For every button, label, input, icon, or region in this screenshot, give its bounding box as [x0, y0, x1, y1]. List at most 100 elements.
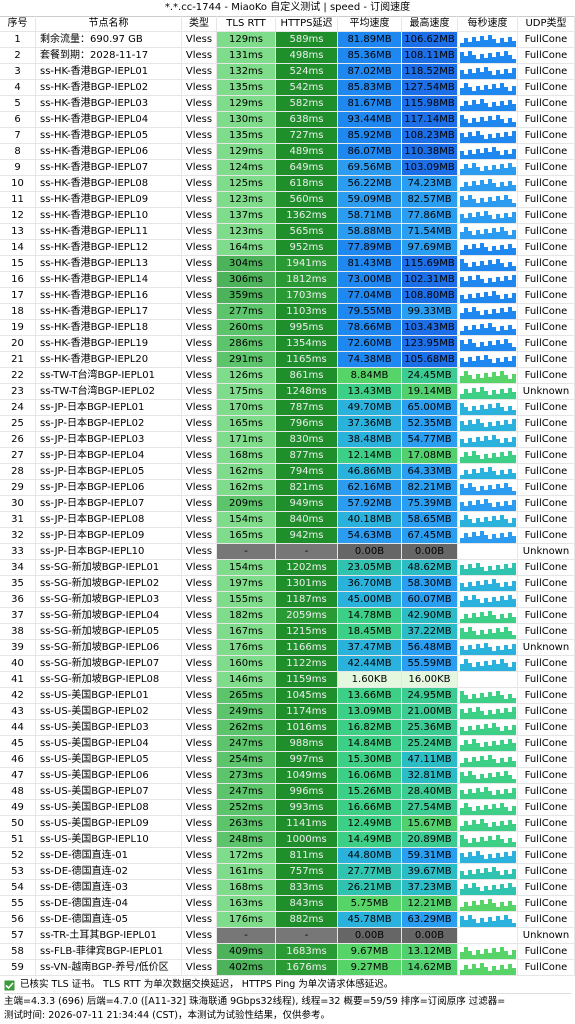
table-row: 41 ss-SG-新加坡BGP-IEPL08 Vless 146ms 1159ms 1.6… [0, 672, 575, 688]
cell: 129ms [217, 96, 276, 112]
cell: Vless [182, 128, 217, 144]
cell: ss-TW-T台湾BGP-IEPL02 [36, 384, 182, 400]
cell: 589ms [276, 32, 338, 48]
cell: FullCone [518, 672, 575, 688]
cell: 49 [0, 800, 36, 816]
cell: FullCone [518, 704, 575, 720]
cell: ss-SG-新加坡BGP-IEPL01 [36, 560, 182, 576]
speed-graph [458, 544, 518, 560]
cell: ss-HK-香港BGP-IEPL20 [36, 352, 182, 368]
cell: 197ms [217, 576, 276, 592]
table-row: 59 ss-VN-越南BGP-养号/低价区 Vless 402ms 1676ms 9.27… [0, 960, 575, 976]
cell: FullCone [518, 512, 575, 528]
cell: 265ms [217, 688, 276, 704]
cell: ss-JP-日本BGP-IEPL01 [36, 400, 182, 416]
cell: 1941ms [276, 256, 338, 272]
cell: 618ms [276, 176, 338, 192]
cell: ss-HK-香港BGP-IEPL14 [36, 272, 182, 288]
cell: Vless [182, 768, 217, 784]
cell: 254ms [217, 752, 276, 768]
cell: 260ms [217, 320, 276, 336]
cell: 50 [0, 816, 36, 832]
cell: Vless [182, 48, 217, 64]
cell: 175ms [217, 384, 276, 400]
cell: FullCone [518, 864, 575, 880]
table-row: 55 ss-DE-德国直连-04 Vless 163ms 843ms 5.75MB 12.2… [0, 896, 575, 912]
cell: FullCone [518, 816, 575, 832]
cell: ss-DE-德国直连-05 [36, 912, 182, 928]
cell: FullCone [518, 688, 575, 704]
cell: 127.54MB [402, 80, 458, 96]
cell: ss-HK-香港BGP-IEPL09 [36, 192, 182, 208]
cell: Vless [182, 512, 217, 528]
cell: ss-HK-香港BGP-IEPL19 [36, 336, 182, 352]
cell: 26.21MB [338, 880, 402, 896]
cell: 25.24MB [402, 736, 458, 752]
cell: 1016ms [276, 720, 338, 736]
cell: 77.86MB [402, 208, 458, 224]
cell: 1362ms [276, 208, 338, 224]
speed-graph [458, 784, 518, 800]
cell: 176ms [217, 912, 276, 928]
cell: Vless [182, 32, 217, 48]
cell: FullCone [518, 192, 575, 208]
cell: ss-HK-香港BGP-IEPL10 [36, 208, 182, 224]
cell: 47.11MB [402, 752, 458, 768]
cell: 2 [0, 48, 36, 64]
cell: 3 [0, 64, 36, 80]
speed-graph [458, 352, 518, 368]
table-row: 32 ss-JP-日本BGP-IEPL09 Vless 165ms 942ms 54.63… [0, 528, 575, 544]
cell: FullCone [518, 800, 575, 816]
cell: 130ms [217, 112, 276, 128]
cell: 43 [0, 704, 36, 720]
cell: 16.06MB [338, 768, 402, 784]
cell: 23 [0, 384, 36, 400]
cell: 165ms [217, 416, 276, 432]
cell: 262ms [217, 720, 276, 736]
cell: 18 [0, 304, 36, 320]
cell: 830ms [276, 432, 338, 448]
table-row: 24 ss-JP-日本BGP-IEPL01 Vless 170ms 787ms 49.70… [0, 400, 575, 416]
cell: 5 [0, 96, 36, 112]
cell: ss-JP-日本BGP-IEPL08 [36, 512, 182, 528]
cell: 154ms [217, 560, 276, 576]
cell: FullCone [518, 496, 575, 512]
cell: - [276, 544, 338, 560]
cell: 26 [0, 432, 36, 448]
table-row: 45 ss-US-美国BGP-IEPL04 Vless 247ms 988ms 14.84… [0, 736, 575, 752]
header-cell: 节点名称 [36, 16, 182, 32]
cell: 1045ms [276, 688, 338, 704]
cell: 247ms [217, 736, 276, 752]
cell: 24 [0, 400, 36, 416]
cell: 97.69MB [402, 240, 458, 256]
cell: ss-HK-香港BGP-IEPL03 [36, 96, 182, 112]
cell: 45.78MB [338, 912, 402, 928]
cell: 1683ms [276, 944, 338, 960]
cell: Vless [182, 720, 217, 736]
cell: 498ms [276, 48, 338, 64]
cell: 82.21MB [402, 480, 458, 496]
cell: 182ms [217, 608, 276, 624]
cell: Vless [182, 160, 217, 176]
cell: 1103ms [276, 304, 338, 320]
cell: 409ms [217, 944, 276, 960]
cell: Vless [182, 688, 217, 704]
cell: 162ms [217, 464, 276, 480]
cell: FullCone [518, 48, 575, 64]
cell: Vless [182, 144, 217, 160]
cell: Vless [182, 880, 217, 896]
cell: - [217, 928, 276, 944]
cell: ss-US-美国BGP-IEPL09 [36, 816, 182, 832]
table-row: 7 ss-HK-香港BGP-IEPL05 Vless 135ms 727ms 85.92M… [0, 128, 575, 144]
cell: 32.81MB [402, 768, 458, 784]
cell: Vless [182, 624, 217, 640]
cell: 155ms [217, 592, 276, 608]
speed-graph [458, 384, 518, 400]
cell: 15.26MB [338, 784, 402, 800]
cell: 44 [0, 720, 36, 736]
cell: FullCone [518, 432, 575, 448]
footer-time: 测试时间: 2026-07-11 21:34:44 (CST)，本测试为试验性结… [4, 1010, 331, 1021]
cell: 42 [0, 688, 36, 704]
cell: 542ms [276, 80, 338, 96]
cell: 48.62MB [402, 560, 458, 576]
